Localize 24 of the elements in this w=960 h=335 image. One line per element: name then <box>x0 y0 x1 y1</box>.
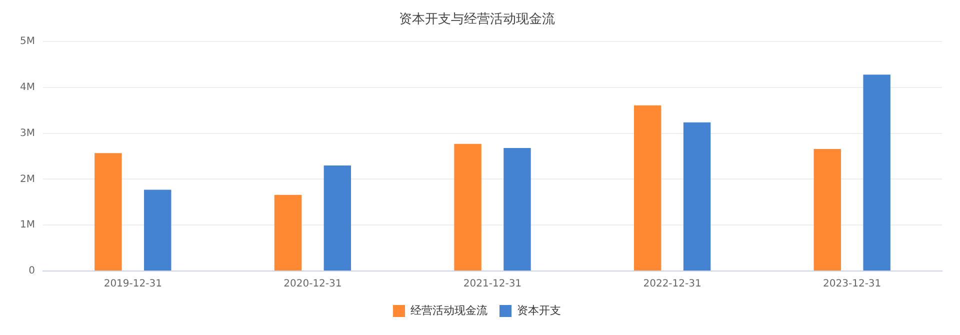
y-tick-label: 2M <box>20 174 35 185</box>
x-tick-label: 2022-12-31 <box>643 278 702 290</box>
bar <box>683 122 711 270</box>
bar <box>863 74 890 270</box>
bar <box>274 194 302 270</box>
y-tick-label: 3M <box>20 128 35 139</box>
bar <box>634 105 662 270</box>
x-tick-label: 2021-12-31 <box>463 278 522 290</box>
y-tick-label: 4M <box>20 82 35 94</box>
bar <box>504 148 531 270</box>
y-tick-label: 5M <box>20 36 35 48</box>
y-tick-label: 1M <box>20 220 35 231</box>
y-tick-label: 0 <box>28 266 35 277</box>
chart-title: 资本开支与经营活动现金流 <box>399 11 555 28</box>
legend-label: 资本开支 <box>517 304 561 317</box>
bar <box>144 190 172 270</box>
legend-label: 经营活动现金流 <box>410 304 488 317</box>
bar <box>454 144 482 270</box>
x-tick-label: 2020-12-31 <box>284 278 342 290</box>
bar <box>324 165 352 270</box>
x-tick-label: 2019-12-31 <box>104 278 162 290</box>
x-tick-label: 2023-12-31 <box>823 278 882 290</box>
bar <box>94 153 122 270</box>
bar <box>814 148 841 270</box>
